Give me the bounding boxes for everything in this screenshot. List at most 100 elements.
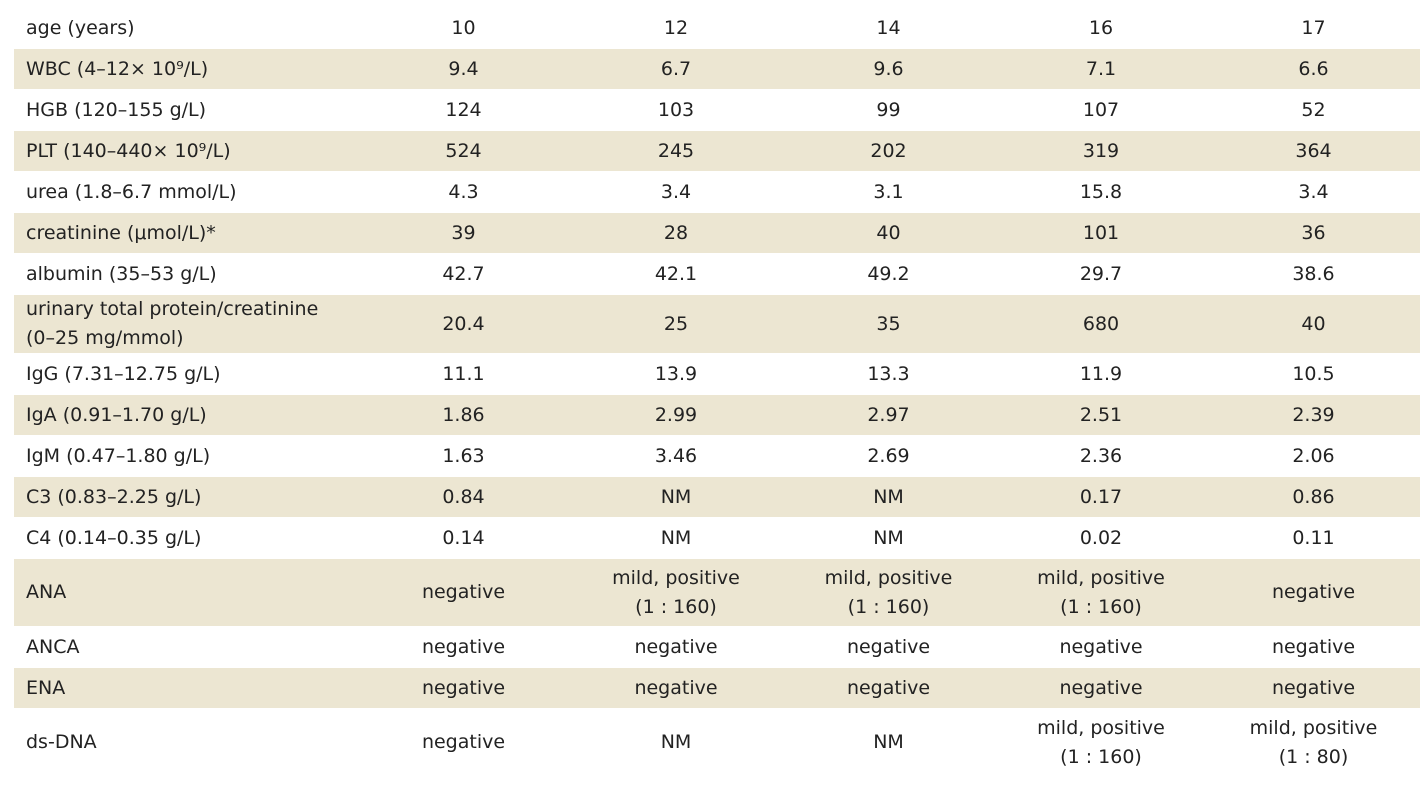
cell-value: 1.63 — [357, 435, 570, 477]
cell-value: 2.06 — [1207, 435, 1420, 477]
cell-line: (1 : 160) — [635, 595, 717, 618]
cell-value: 524 — [357, 130, 570, 172]
table-row-plt: PLT (140–440× 10⁹/L) 524 245 202 319 364 — [14, 130, 1420, 172]
row-label: PLT (140–440× 10⁹/L) — [14, 130, 357, 172]
row-label: creatinine (μmol/L)* — [14, 212, 357, 254]
row-label: ANA — [14, 558, 357, 627]
table-row-urinary-protein-creatinine: urinary total protein/creatinine (0–25 m… — [14, 294, 1420, 354]
cell-value: 3.4 — [1207, 171, 1420, 213]
cell-value: 13.9 — [570, 353, 782, 395]
table-row-c3: C3 (0.83–2.25 g/L) 0.84 NM NM 0.17 0.86 — [14, 476, 1420, 518]
row-label: urea (1.8–6.7 mmol/L) — [14, 171, 357, 213]
lab-results-table: age (years) 10 12 14 16 17 WBC (4–12× 10… — [14, 8, 1420, 777]
cell-line: NM — [873, 731, 904, 753]
cell-line: (1 : 160) — [1060, 745, 1142, 768]
row-label: urinary total protein/creatinine (0–25 m… — [14, 294, 357, 354]
row-label: C4 (0.14–0.35 g/L) — [14, 517, 357, 559]
cell-value: negative — [995, 667, 1207, 709]
row-label: age (years) — [14, 8, 357, 49]
cell-value: 40 — [1207, 294, 1420, 354]
cell-value: NM — [782, 708, 995, 777]
cell-line: (1 : 160) — [1060, 595, 1142, 618]
cell-value: 0.17 — [995, 476, 1207, 518]
cell-value: 2.99 — [570, 394, 782, 436]
table-row-ds-dna: ds-DNA negative NM NM mild, positive (1 … — [14, 708, 1420, 777]
cell-value: 319 — [995, 130, 1207, 172]
cell-value: negative — [570, 667, 782, 709]
row-label-line: urinary total protein/creatinine — [26, 298, 319, 320]
cell-value: 101 — [995, 212, 1207, 254]
cell-value: 36 — [1207, 212, 1420, 254]
cell-value: negative — [570, 626, 782, 668]
row-label: albumin (35–53 g/L) — [14, 253, 357, 295]
cell-line: mild, positive — [1037, 566, 1165, 589]
cell-value: 28 — [570, 212, 782, 254]
cell-value: 9.4 — [357, 48, 570, 90]
cell-value: 9.6 — [782, 48, 995, 90]
cell-value: negative — [357, 626, 570, 668]
table-row-ana: ANA negative mild, positive (1 : 160) mi… — [14, 558, 1420, 627]
row-label: IgG (7.31–12.75 g/L) — [14, 353, 357, 395]
row-label: IgM (0.47–1.80 g/L) — [14, 435, 357, 477]
cell-value: 0.14 — [357, 517, 570, 559]
cell-value: 49.2 — [782, 253, 995, 295]
cell-value: negative — [357, 708, 570, 777]
cell-line: (1 : 160) — [847, 595, 930, 618]
cell-value: 29.7 — [995, 253, 1207, 295]
cell-line: mild, positive — [612, 566, 740, 589]
cell-value: negative — [357, 667, 570, 709]
cell-value: 7.1 — [995, 48, 1207, 90]
cell-value: negative — [995, 626, 1207, 668]
cell-value: 13.3 — [782, 353, 995, 395]
table-row-age: age (years) 10 12 14 16 17 — [14, 8, 1420, 49]
cell-value: negative — [1207, 626, 1420, 668]
cell-value: 3.46 — [570, 435, 782, 477]
row-label: WBC (4–12× 10⁹/L) — [14, 48, 357, 90]
table-row-igm: IgM (0.47–1.80 g/L) 1.63 3.46 2.69 2.36 … — [14, 435, 1420, 477]
cell-value: 15.8 — [995, 171, 1207, 213]
table-row-c4: C4 (0.14–0.35 g/L) 0.14 NM NM 0.02 0.11 — [14, 517, 1420, 559]
table-row-igg: IgG (7.31–12.75 g/L) 11.1 13.9 13.3 11.9… — [14, 353, 1420, 395]
cell-value: 38.6 — [1207, 253, 1420, 295]
cell-value: 364 — [1207, 130, 1420, 172]
cell-value: negative — [782, 626, 995, 668]
cell-value: 3.1 — [782, 171, 995, 213]
cell-value: 0.02 — [995, 517, 1207, 559]
cell-value: 2.51 — [995, 394, 1207, 436]
cell-value: 35 — [782, 294, 995, 354]
cell-value: 1.86 — [357, 394, 570, 436]
cell-value: 2.39 — [1207, 394, 1420, 436]
cell-line: negative — [421, 581, 506, 603]
cell-value: negative — [1207, 558, 1420, 627]
table-row-anca: ANCA negative negative negative negative… — [14, 626, 1420, 668]
cell-value: 0.86 — [1207, 476, 1420, 518]
cell-value: 245 — [570, 130, 782, 172]
cell-value: NM — [570, 476, 782, 518]
row-label: IgA (0.91–1.70 g/L) — [14, 394, 357, 436]
cell-value: 42.7 — [357, 253, 570, 295]
row-label: ds-DNA — [14, 708, 357, 777]
cell-value: mild, positive (1 : 160) — [782, 558, 995, 627]
cell-value: 4.3 — [357, 171, 570, 213]
row-label-line: (0–25 mg/mmol) — [26, 327, 184, 349]
cell-value: 2.97 — [782, 394, 995, 436]
cell-value: 25 — [570, 294, 782, 354]
cell-line: negative — [421, 731, 506, 753]
table-row-albumin: albumin (35–53 g/L) 42.7 42.1 49.2 29.7 … — [14, 253, 1420, 295]
cell-value: 107 — [995, 89, 1207, 131]
cell-value: 202 — [782, 130, 995, 172]
cell-line: NM — [660, 731, 692, 753]
row-label: C3 (0.83–2.25 g/L) — [14, 476, 357, 518]
cell-value: NM — [782, 476, 995, 518]
row-label: ANCA — [14, 626, 357, 668]
cell-line: negative — [1271, 581, 1356, 603]
cell-value: 3.4 — [570, 171, 782, 213]
table-row-ena: ENA negative negative negative negative … — [14, 667, 1420, 709]
cell-value: 103 — [570, 89, 782, 131]
table-row-hgb: HGB (120–155 g/L) 124 103 99 107 52 — [14, 89, 1420, 131]
table-row-wbc: WBC (4–12× 10⁹/L) 9.4 6.7 9.6 7.1 6.6 — [14, 48, 1420, 90]
cell-value: 10.5 — [1207, 353, 1420, 395]
cell-value: NM — [570, 708, 782, 777]
cell-value: 40 — [782, 212, 995, 254]
cell-value: 42.1 — [570, 253, 782, 295]
